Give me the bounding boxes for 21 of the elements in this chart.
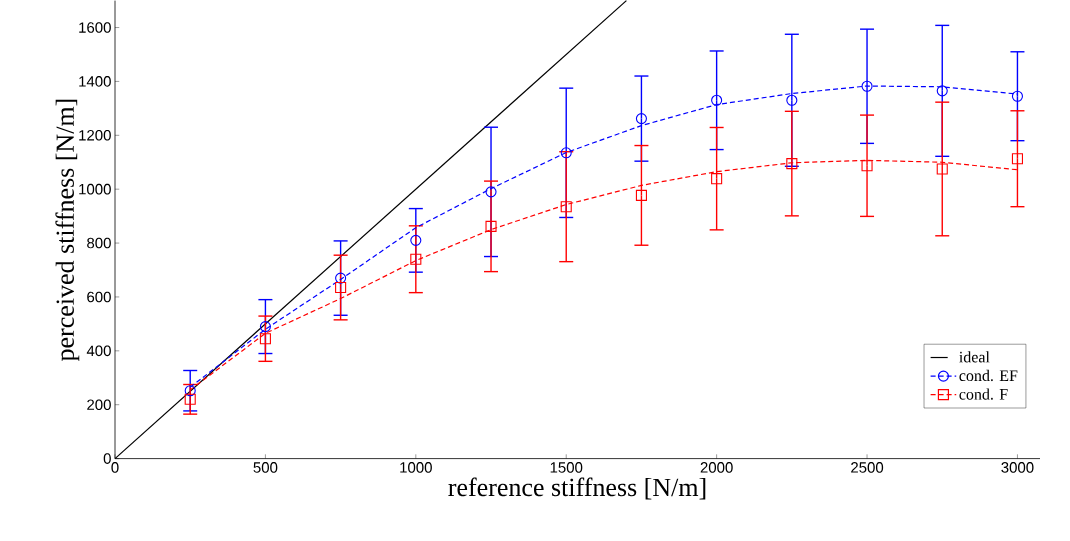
x-axis-title: reference stiffness [N/m] [448, 477, 706, 500]
y-tick-label: 600 [87, 291, 111, 303]
x-tick-label: 1000 [400, 462, 432, 473]
y-tick-label: 0 [103, 453, 111, 465]
y-tick-label: 1200 [79, 130, 111, 141]
y-tick-label: 400 [86, 345, 111, 357]
legend-label: cond. F [959, 388, 1008, 400]
y-tick-label: 800 [87, 237, 111, 249]
y-axis-title: perceived stiffness [N/m] [55, 99, 80, 362]
legend-label: cond. EF [959, 370, 1018, 382]
y-tick-label: 1600 [79, 22, 111, 34]
legend-label: ideal [959, 351, 990, 363]
x-tick-label: 2000 [700, 462, 733, 473]
x-tick-label: 0 [111, 462, 119, 473]
y-tick-label: 1000 [79, 184, 111, 195]
y-tick-label: 200 [87, 399, 111, 411]
x-tick-label: 500 [253, 462, 278, 473]
y-tick-label: 1400 [79, 76, 111, 87]
x-tick-label: 1500 [550, 462, 583, 473]
x-tick-label: 2500 [851, 462, 884, 473]
x-tick-label: 3000 [1001, 462, 1034, 473]
